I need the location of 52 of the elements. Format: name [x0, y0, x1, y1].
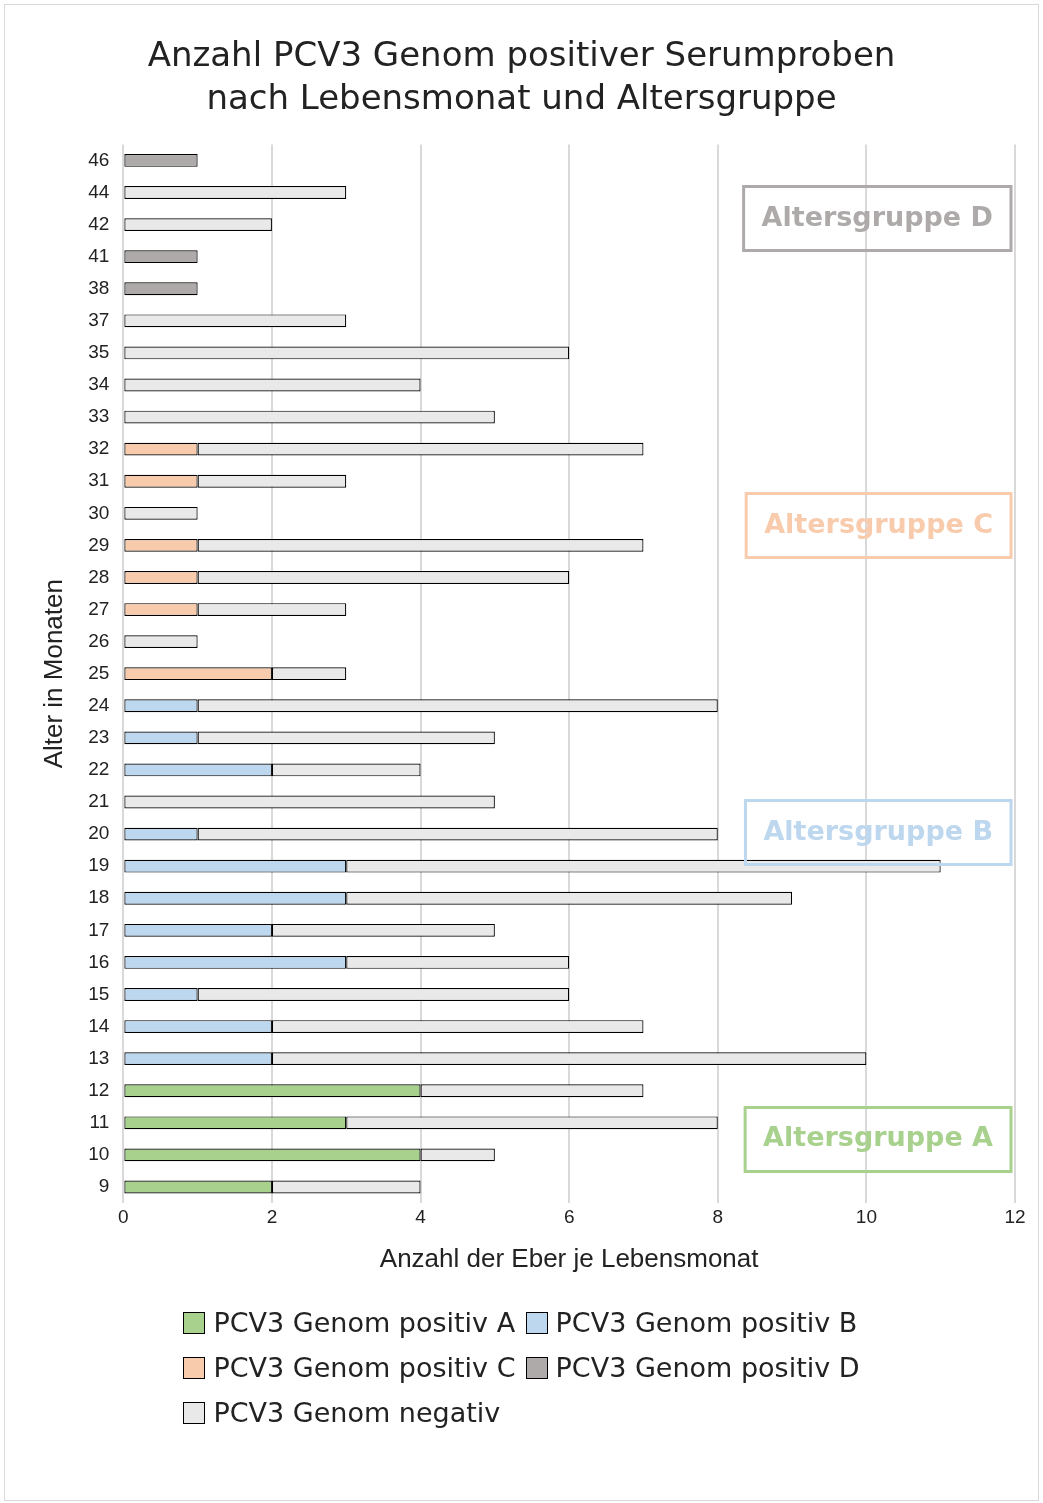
- x-tick-label: 4: [415, 1205, 427, 1227]
- x-tick-label: 12: [1004, 1205, 1026, 1227]
- x-tick-label: 10: [855, 1205, 877, 1227]
- y-tick-label: 21: [88, 790, 110, 812]
- x-tick-label: 6: [563, 1205, 575, 1227]
- legend-label: PCV3 Genom positiv B: [555, 1307, 858, 1338]
- y-tick-label: 28: [88, 565, 110, 587]
- y-tick-label: 37: [88, 309, 110, 331]
- y-tick-label: 10: [88, 1143, 110, 1165]
- y-tick-label: 26: [88, 629, 110, 651]
- annotation: Altersgruppe A: [763, 1121, 994, 1153]
- y-tick-label: 20: [88, 822, 110, 844]
- x-tick-label: 0: [118, 1205, 129, 1227]
- y-tick-label: 44: [88, 180, 110, 202]
- y-tick-label: 18: [88, 886, 110, 908]
- y-tick-label: 25: [88, 661, 110, 683]
- y-tick-label: 34: [88, 373, 110, 395]
- y-tick-label: 24: [88, 694, 110, 716]
- annotation: Altersgruppe B: [763, 814, 994, 846]
- y-tick-label: 11: [89, 1111, 110, 1133]
- y-tick-label: 22: [88, 758, 110, 780]
- y-tick-label: 9: [98, 1175, 110, 1197]
- annotation: Altersgruppe D: [761, 200, 993, 232]
- y-tick-label: 35: [88, 341, 110, 363]
- y-tick-label: 27: [88, 597, 110, 619]
- y-tick-label: 31: [88, 469, 110, 491]
- legend-label: PCV3 Genom positiv A: [213, 1307, 516, 1338]
- y-tick-label: 38: [88, 276, 110, 298]
- y-tick-label: 15: [88, 982, 110, 1004]
- y-tick-label: 12: [88, 1078, 110, 1100]
- y-tick-label: 42: [88, 212, 110, 234]
- y-tick-label: 17: [88, 918, 110, 940]
- x-tick-label: 8: [712, 1205, 724, 1227]
- y-tick-label: 14: [88, 1014, 110, 1036]
- y-tick-label: 29: [88, 533, 110, 555]
- y-tick-label: 46: [88, 148, 110, 170]
- y-axis-title: Alter in Monaten: [37, 579, 68, 769]
- y-tick-label: 19: [88, 854, 110, 876]
- y-tick-label: 32: [88, 437, 110, 459]
- y-tick-label: 41: [88, 244, 110, 266]
- y-tick-label: 23: [88, 726, 110, 748]
- y-tick-label: 13: [88, 1046, 110, 1068]
- y-tick-label: 30: [88, 501, 110, 523]
- chart-title: Anzahl PCV3 Genom positiver Serumproben nach Lebensmonat und Altersgruppe: [146, 33, 897, 119]
- legend-label: PCV3 Genom positiv C: [213, 1352, 516, 1383]
- y-tick-label: 33: [88, 405, 110, 427]
- x-tick-label: 2: [266, 1205, 278, 1227]
- legend-label: PCV3 Genom negativ: [213, 1397, 501, 1428]
- legend-label: PCV3 Genom positiv D: [555, 1352, 860, 1383]
- annotation: Altersgruppe C: [764, 507, 994, 539]
- x-axis-title: Anzahl der Eber je Lebensmonat: [379, 1242, 760, 1273]
- y-tick-label: 16: [88, 950, 110, 972]
